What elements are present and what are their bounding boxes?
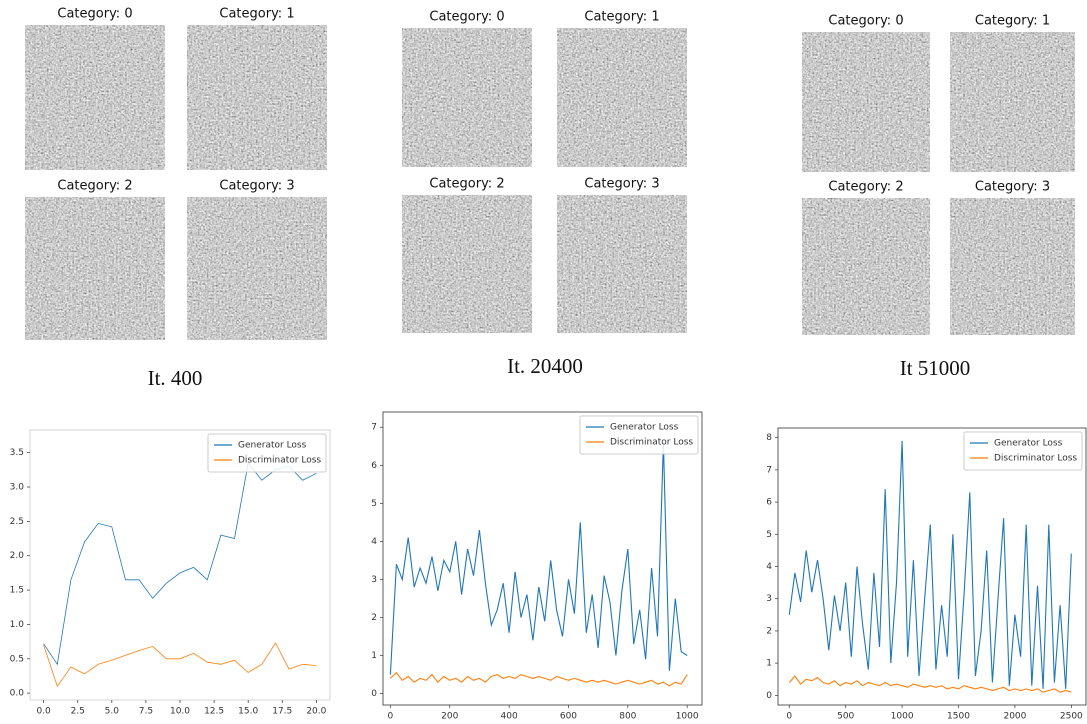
legend-label: Generator Loss (610, 423, 679, 433)
x-tick-label: 1000 (676, 712, 699, 722)
series-line (44, 643, 317, 686)
face-image (402, 28, 532, 167)
y-tick-label: 8 (766, 433, 772, 443)
legend-label: Discriminator Loss (610, 438, 693, 448)
plot-frame (383, 412, 702, 705)
x-tick-label: 1500 (947, 712, 970, 722)
x-tick-label: 2500 (1060, 712, 1083, 722)
y-tick-label: 3 (371, 575, 377, 585)
y-tick-label: 2 (371, 613, 377, 623)
y-tick-label: 3 (766, 594, 772, 604)
legend-label: Discriminator Loss (994, 454, 1077, 464)
panel-caption: It. 400 (148, 366, 203, 390)
face-image (187, 25, 327, 170)
legend-label: Discriminator Loss (238, 456, 321, 466)
y-tick-label: 2.5 (10, 517, 24, 527)
y-tick-label: 6 (371, 461, 377, 471)
y-tick-label: 6 (766, 498, 772, 508)
image-title: Category: 3 (584, 177, 659, 192)
y-tick-label: 3.0 (10, 483, 25, 493)
panel-caption: It. 20400 (507, 354, 583, 378)
x-tick-label: 0 (388, 712, 394, 722)
x-tick-label: 2000 (1003, 712, 1026, 722)
series-line (789, 676, 1071, 692)
x-tick-label: 200 (441, 712, 458, 722)
x-tick-label: 400 (501, 712, 518, 722)
image-title: Category: 2 (429, 177, 504, 192)
legend-label: Generator Loss (238, 441, 307, 451)
x-tick-label: 10.0 (170, 707, 190, 717)
figure: Category: 0 Category: 1 Category: 2 Categor… (0, 0, 1087, 724)
x-tick-label: 800 (619, 712, 636, 722)
y-tick-label: 7 (371, 423, 377, 433)
face-image (25, 25, 165, 170)
face-image (25, 197, 165, 340)
y-tick-label: 2.0 (10, 551, 25, 561)
y-tick-label: 1 (371, 651, 377, 661)
y-tick-label: 1.0 (10, 620, 25, 630)
y-tick-label: 3.5 (10, 448, 24, 458)
x-tick-label: 20.0 (306, 707, 326, 717)
y-tick-label: 4 (766, 562, 772, 572)
y-tick-label: 0.5 (10, 654, 24, 664)
image-title: Category: 1 (584, 10, 659, 25)
series-line (44, 463, 317, 664)
panel-caption: It 51000 (900, 356, 971, 380)
face-image (802, 198, 930, 335)
image-title: Category: 0 (828, 14, 903, 29)
y-tick-label: 4 (371, 537, 377, 547)
x-tick-label: 17.5 (272, 707, 292, 717)
face-image (557, 195, 687, 333)
image-title: Category: 3 (219, 179, 294, 194)
x-tick-label: 1000 (891, 712, 914, 722)
image-title: Category: 1 (975, 14, 1050, 29)
y-tick-label: 1.5 (10, 586, 24, 596)
series-line (789, 441, 1071, 689)
face-image (802, 32, 930, 172)
legend-label: Generator Loss (994, 439, 1063, 449)
y-tick-label: 0.0 (10, 689, 25, 699)
face-image (950, 198, 1075, 335)
y-tick-label: 5 (766, 530, 772, 540)
face-image (187, 197, 327, 340)
y-tick-label: 0 (766, 691, 772, 701)
y-tick-label: 0 (371, 689, 377, 699)
x-tick-label: 7.5 (139, 707, 153, 717)
image-title: Category: 1 (219, 7, 294, 22)
x-tick-label: 600 (560, 712, 577, 722)
x-tick-label: 5.0 (105, 707, 120, 717)
image-title: Category: 0 (57, 7, 132, 22)
series-line (390, 442, 687, 674)
face-image (402, 195, 532, 333)
face-image (950, 32, 1075, 172)
x-tick-label: 500 (837, 712, 854, 722)
image-title: Category: 3 (975, 180, 1050, 195)
x-tick-label: 2.5 (71, 707, 85, 717)
y-tick-label: 1 (766, 659, 772, 669)
y-tick-label: 7 (766, 465, 772, 475)
y-tick-label: 5 (371, 499, 377, 509)
image-title: Category: 0 (429, 10, 504, 25)
image-title: Category: 2 (828, 180, 903, 195)
x-tick-label: 15.0 (238, 707, 258, 717)
y-tick-label: 2 (766, 626, 772, 636)
x-tick-label: 12.5 (204, 707, 224, 717)
x-tick-label: 0.0 (36, 707, 51, 717)
image-title: Category: 2 (57, 179, 132, 194)
series-line (390, 673, 687, 686)
x-tick-label: 0 (786, 712, 792, 722)
face-image (557, 28, 687, 167)
